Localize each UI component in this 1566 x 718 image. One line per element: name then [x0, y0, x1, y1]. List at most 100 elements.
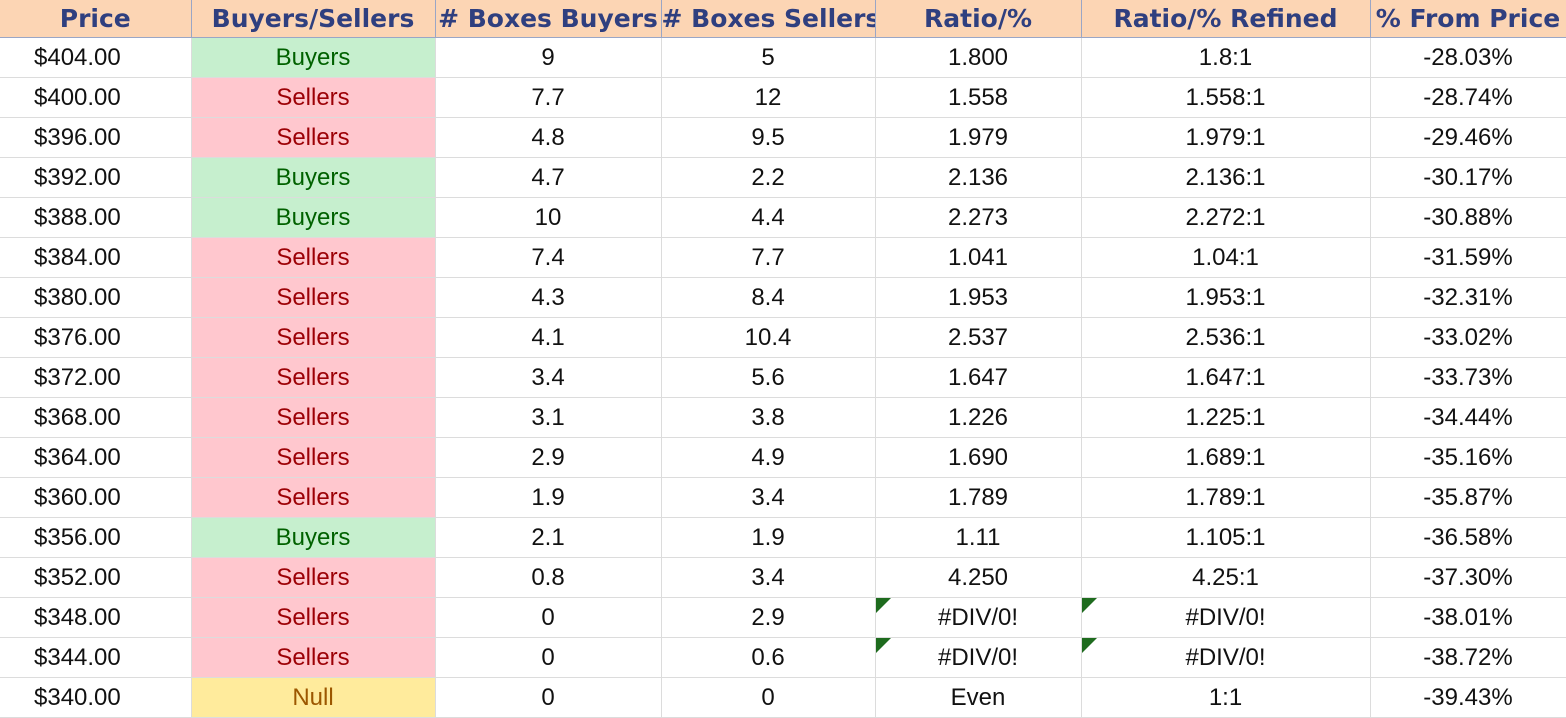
- pct-from-price-cell[interactable]: -35.16%: [1370, 437, 1566, 478]
- boxes-buyers-cell[interactable]: 10: [435, 197, 662, 238]
- boxes-sellers-cell[interactable]: 0.6: [661, 637, 876, 678]
- price-cell[interactable]: $368.00: [0, 397, 192, 438]
- column-header-pct-from-price[interactable]: % From Price: [1370, 0, 1566, 38]
- error-indicator-icon[interactable]: [875, 598, 891, 613]
- price-cell[interactable]: $396.00: [0, 117, 192, 158]
- buyers-sellers-cell[interactable]: Sellers: [191, 317, 436, 358]
- ratio-cell[interactable]: 1.226: [875, 397, 1082, 438]
- buyers-sellers-cell[interactable]: Buyers: [191, 517, 436, 558]
- column-header-ratio[interactable]: Ratio/%: [875, 0, 1082, 38]
- buyers-sellers-cell[interactable]: Sellers: [191, 397, 436, 438]
- pct-from-price-cell[interactable]: -38.01%: [1370, 597, 1566, 638]
- ratio-refined-cell[interactable]: 1.558:1: [1081, 77, 1371, 118]
- ratio-refined-cell[interactable]: 1.789:1: [1081, 477, 1371, 518]
- ratio-refined-cell[interactable]: 1.979:1: [1081, 117, 1371, 158]
- pct-from-price-cell[interactable]: -37.30%: [1370, 557, 1566, 598]
- boxes-sellers-cell[interactable]: 10.4: [661, 317, 876, 358]
- column-header-ratio-refined[interactable]: Ratio/% Refined: [1081, 0, 1371, 38]
- buyers-sellers-cell[interactable]: Sellers: [191, 357, 436, 398]
- boxes-buyers-cell[interactable]: 4.1: [435, 317, 662, 358]
- ratio-cell[interactable]: 1.789: [875, 477, 1082, 518]
- price-cell[interactable]: $404.00: [0, 37, 192, 78]
- boxes-buyers-cell[interactable]: 0: [435, 637, 662, 678]
- price-cell[interactable]: $340.00: [0, 677, 192, 718]
- price-cell[interactable]: $364.00: [0, 437, 192, 478]
- ratio-refined-cell[interactable]: 1:1: [1081, 677, 1371, 718]
- pct-from-price-cell[interactable]: -35.87%: [1370, 477, 1566, 518]
- buyers-sellers-cell[interactable]: Buyers: [191, 37, 436, 78]
- price-cell[interactable]: $380.00: [0, 277, 192, 318]
- error-indicator-icon[interactable]: [875, 638, 891, 653]
- boxes-buyers-cell[interactable]: 7.7: [435, 77, 662, 118]
- boxes-buyers-cell[interactable]: 1.9: [435, 477, 662, 518]
- error-indicator-icon[interactable]: [1081, 598, 1097, 613]
- boxes-sellers-cell[interactable]: 5.6: [661, 357, 876, 398]
- buyers-sellers-cell[interactable]: Sellers: [191, 277, 436, 318]
- pct-from-price-cell[interactable]: -30.17%: [1370, 157, 1566, 198]
- boxes-sellers-cell[interactable]: 4.4: [661, 197, 876, 238]
- pct-from-price-cell[interactable]: -29.46%: [1370, 117, 1566, 158]
- buyers-sellers-cell[interactable]: Sellers: [191, 477, 436, 518]
- boxes-buyers-cell[interactable]: 3.1: [435, 397, 662, 438]
- ratio-refined-cell[interactable]: 1.04:1: [1081, 237, 1371, 278]
- ratio-cell[interactable]: #DIV/0!: [875, 637, 1082, 678]
- boxes-buyers-cell[interactable]: 3.4: [435, 357, 662, 398]
- error-indicator-icon[interactable]: [1081, 638, 1097, 653]
- ratio-refined-cell[interactable]: 1.225:1: [1081, 397, 1371, 438]
- price-cell[interactable]: $360.00: [0, 477, 192, 518]
- buyers-sellers-cell[interactable]: Sellers: [191, 77, 436, 118]
- boxes-sellers-cell[interactable]: 12: [661, 77, 876, 118]
- boxes-sellers-cell[interactable]: 7.7: [661, 237, 876, 278]
- ratio-cell[interactable]: 1.041: [875, 237, 1082, 278]
- boxes-buyers-cell[interactable]: 4.3: [435, 277, 662, 318]
- price-cell[interactable]: $392.00: [0, 157, 192, 198]
- boxes-buyers-cell[interactable]: 4.8: [435, 117, 662, 158]
- boxes-sellers-cell[interactable]: 0: [661, 677, 876, 718]
- column-header-price[interactable]: Price: [0, 0, 192, 38]
- boxes-sellers-cell[interactable]: 3.8: [661, 397, 876, 438]
- column-header-boxes-sellers[interactable]: # Boxes Sellers: [661, 0, 876, 38]
- price-cell[interactable]: $376.00: [0, 317, 192, 358]
- boxes-sellers-cell[interactable]: 2.2: [661, 157, 876, 198]
- ratio-refined-cell[interactable]: 1.105:1: [1081, 517, 1371, 558]
- boxes-sellers-cell[interactable]: 3.4: [661, 477, 876, 518]
- boxes-sellers-cell[interactable]: 1.9: [661, 517, 876, 558]
- ratio-cell[interactable]: 4.250: [875, 557, 1082, 598]
- ratio-cell[interactable]: 1.647: [875, 357, 1082, 398]
- boxes-sellers-cell[interactable]: 2.9: [661, 597, 876, 638]
- ratio-cell[interactable]: 1.979: [875, 117, 1082, 158]
- ratio-cell[interactable]: 2.136: [875, 157, 1082, 198]
- boxes-sellers-cell[interactable]: 5: [661, 37, 876, 78]
- ratio-refined-cell[interactable]: #DIV/0!: [1081, 637, 1371, 678]
- boxes-buyers-cell[interactable]: 0: [435, 597, 662, 638]
- pct-from-price-cell[interactable]: -28.74%: [1370, 77, 1566, 118]
- buyers-sellers-cell[interactable]: Sellers: [191, 557, 436, 598]
- boxes-buyers-cell[interactable]: 0.8: [435, 557, 662, 598]
- ratio-cell[interactable]: 1.11: [875, 517, 1082, 558]
- pct-from-price-cell[interactable]: -33.73%: [1370, 357, 1566, 398]
- boxes-buyers-cell[interactable]: 0: [435, 677, 662, 718]
- ratio-refined-cell[interactable]: 2.272:1: [1081, 197, 1371, 238]
- price-cell[interactable]: $372.00: [0, 357, 192, 398]
- ratio-refined-cell[interactable]: #DIV/0!: [1081, 597, 1371, 638]
- ratio-cell[interactable]: 1.690: [875, 437, 1082, 478]
- ratio-refined-cell[interactable]: 1.647:1: [1081, 357, 1371, 398]
- ratio-cell[interactable]: 2.273: [875, 197, 1082, 238]
- price-cell[interactable]: $388.00: [0, 197, 192, 238]
- pct-from-price-cell[interactable]: -28.03%: [1370, 37, 1566, 78]
- boxes-sellers-cell[interactable]: 9.5: [661, 117, 876, 158]
- buyers-sellers-cell[interactable]: Sellers: [191, 237, 436, 278]
- price-cell[interactable]: $348.00: [0, 597, 192, 638]
- pct-from-price-cell[interactable]: -30.88%: [1370, 197, 1566, 238]
- ratio-refined-cell[interactable]: 2.136:1: [1081, 157, 1371, 198]
- pct-from-price-cell[interactable]: -36.58%: [1370, 517, 1566, 558]
- boxes-sellers-cell[interactable]: 3.4: [661, 557, 876, 598]
- ratio-refined-cell[interactable]: 1.953:1: [1081, 277, 1371, 318]
- pct-from-price-cell[interactable]: -31.59%: [1370, 237, 1566, 278]
- pct-from-price-cell[interactable]: -38.72%: [1370, 637, 1566, 678]
- pct-from-price-cell[interactable]: -39.43%: [1370, 677, 1566, 718]
- ratio-refined-cell[interactable]: 2.536:1: [1081, 317, 1371, 358]
- boxes-sellers-cell[interactable]: 4.9: [661, 437, 876, 478]
- buyers-sellers-cell[interactable]: Buyers: [191, 157, 436, 198]
- ratio-cell[interactable]: #DIV/0!: [875, 597, 1082, 638]
